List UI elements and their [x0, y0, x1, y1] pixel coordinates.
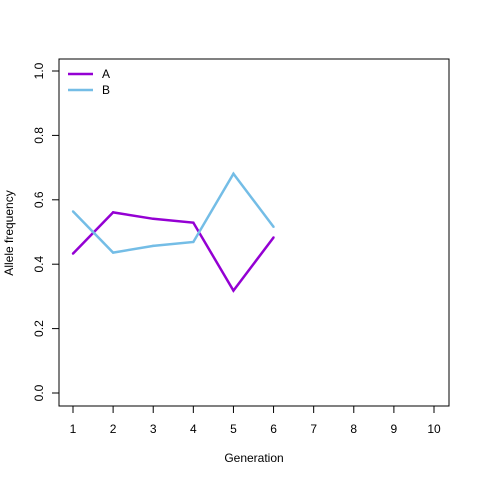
x-tick-label: 4 — [190, 422, 197, 436]
y-tick-label: 0.8 — [32, 127, 46, 144]
x-tick-label: 2 — [110, 422, 117, 436]
series-a-point — [232, 289, 235, 292]
series-b-point — [111, 251, 115, 254]
x-tick-label: 6 — [270, 422, 277, 436]
x-tick-label: 8 — [350, 422, 357, 436]
series-a-point — [192, 221, 195, 224]
plot-frame — [58, 58, 450, 407]
series-a-point — [272, 236, 275, 239]
legend-label-b: B — [102, 83, 110, 97]
series-b-point — [232, 172, 235, 175]
y-axis-title: Allele frequency — [2, 190, 16, 275]
y-tick-label: 1.0 — [32, 62, 46, 79]
series-a-point — [152, 217, 155, 220]
series-b-line — [72, 171, 275, 254]
legend: AB — [68, 67, 110, 97]
y-tick-label: 0.6 — [32, 191, 46, 208]
x-tick-label: 9 — [391, 422, 398, 436]
x-axis-title: Generation — [224, 451, 283, 465]
series-layer — [71, 171, 275, 293]
x-tick-label: 1 — [70, 422, 77, 436]
series-a-point — [71, 252, 75, 255]
x-tick-label: 10 — [427, 422, 441, 436]
legend-label-a: A — [102, 67, 110, 81]
x-tick-label: 3 — [150, 422, 157, 436]
x-tick-label: 5 — [230, 422, 237, 436]
series-a-point — [111, 211, 115, 214]
y-tick-label: 0.4 — [32, 256, 46, 273]
series-a-line — [72, 211, 275, 293]
x-axis: 1 2 3 4 5 6 7 8 9 10 — [70, 405, 441, 436]
series-b-point — [71, 210, 75, 213]
series-b-point — [192, 240, 195, 244]
series-b-point — [272, 225, 275, 229]
y-axis: 0.0 0.2 0.4 0.6 0.8 1.0 — [32, 62, 60, 401]
y-tick-label: 0.0 — [32, 384, 46, 401]
y-tick-label: 0.2 — [32, 320, 46, 337]
x-tick-label: 7 — [310, 422, 317, 436]
series-b-point — [152, 244, 155, 248]
